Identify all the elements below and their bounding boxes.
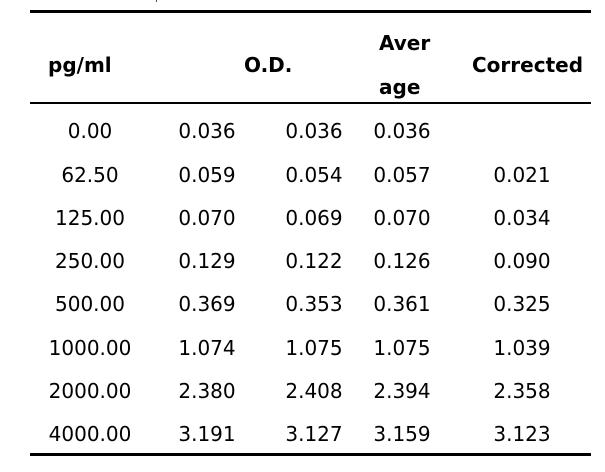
cell-od-2: 1.075 bbox=[285, 336, 343, 360]
table-bottom-rule bbox=[30, 453, 591, 456]
cell-average: 0.057 bbox=[373, 163, 431, 187]
header-average-line2: age bbox=[379, 75, 421, 99]
cell-od-2: 0.054 bbox=[285, 163, 343, 187]
cell-concentration: 125.00 bbox=[55, 206, 125, 230]
cell-od-1: 0.059 bbox=[178, 163, 236, 187]
table-header-rule bbox=[30, 102, 591, 104]
cell-concentration: 62.50 bbox=[61, 163, 119, 187]
cell-corrected: 0.021 bbox=[493, 163, 551, 187]
cell-average: 0.070 bbox=[373, 206, 431, 230]
cropped-text-fragment bbox=[150, 0, 157, 2]
cell-concentration: 250.00 bbox=[55, 249, 125, 273]
header-average-line1: Aver bbox=[379, 31, 431, 55]
cell-od-1: 0.369 bbox=[178, 292, 236, 316]
cell-average: 1.075 bbox=[373, 336, 431, 360]
cell-od-1: 0.070 bbox=[178, 206, 236, 230]
cell-concentration: 0.00 bbox=[67, 119, 113, 143]
cell-od-2: 2.408 bbox=[285, 379, 343, 403]
cell-concentration: 1000.00 bbox=[48, 336, 132, 360]
table-top-rule bbox=[30, 10, 591, 13]
cell-corrected: 1.039 bbox=[493, 336, 551, 360]
cell-od-2: 0.036 bbox=[285, 119, 343, 143]
cell-average: 0.361 bbox=[373, 292, 431, 316]
cell-od-2: 0.122 bbox=[285, 249, 343, 273]
cell-corrected: 0.325 bbox=[493, 292, 551, 316]
cell-od-1: 0.129 bbox=[178, 249, 236, 273]
cell-od-2: 0.069 bbox=[285, 206, 343, 230]
cell-od-1: 2.380 bbox=[178, 379, 236, 403]
cell-od-2: 3.127 bbox=[285, 422, 343, 446]
cell-od-1: 3.191 bbox=[178, 422, 236, 446]
cell-corrected: 0.090 bbox=[493, 249, 551, 273]
header-concentration: pg/ml bbox=[48, 53, 112, 77]
cell-average: 2.394 bbox=[373, 379, 431, 403]
cell-concentration: 500.00 bbox=[55, 292, 125, 316]
header-od: O.D. bbox=[244, 53, 293, 77]
cell-corrected: 2.358 bbox=[493, 379, 551, 403]
cell-concentration: 4000.00 bbox=[48, 422, 132, 446]
header-corrected: Corrected bbox=[472, 53, 584, 77]
cell-average: 3.159 bbox=[373, 422, 431, 446]
cell-od-1: 1.074 bbox=[178, 336, 236, 360]
cell-corrected: 0.034 bbox=[493, 206, 551, 230]
cell-average: 0.126 bbox=[373, 249, 431, 273]
cell-concentration: 2000.00 bbox=[48, 379, 132, 403]
cell-od-1: 0.036 bbox=[178, 119, 236, 143]
cell-corrected: 3.123 bbox=[493, 422, 551, 446]
cell-od-2: 0.353 bbox=[285, 292, 343, 316]
cell-average: 0.036 bbox=[373, 119, 431, 143]
